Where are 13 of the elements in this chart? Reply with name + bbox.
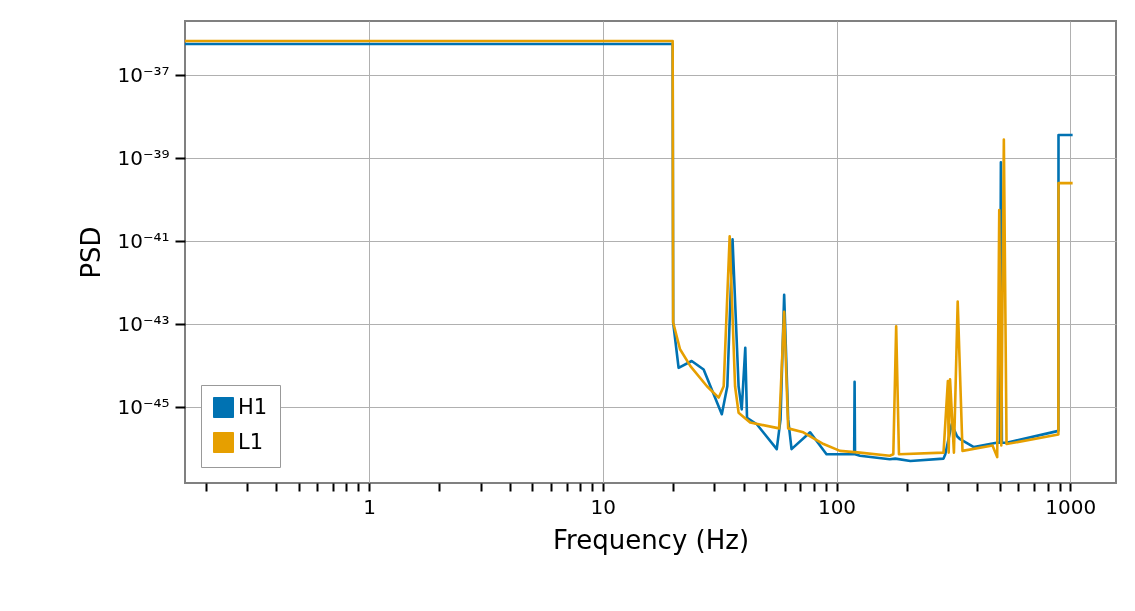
y-tick-label: 10⁻⁴³ (117, 311, 170, 336)
x-tick-label: 100 (817, 494, 857, 519)
legend-label: L1 (238, 429, 264, 454)
x-tick-label: 10 (590, 494, 617, 519)
x-axis-title: Frequency (Hz) (552, 524, 750, 555)
y-tick-label: 10⁻³⁹ (117, 145, 170, 170)
y-tick-label: 10⁻⁴⁵ (117, 394, 170, 419)
y-axis-title: PSD (76, 226, 107, 279)
y-tick-label: 10⁻³⁷ (117, 62, 170, 87)
y-tick-label: 10⁻⁴¹ (117, 228, 170, 253)
x-tick-label: 1000 (1045, 494, 1097, 519)
x-tick-label: 1 (363, 494, 376, 519)
legend-label: H1 (238, 394, 268, 419)
